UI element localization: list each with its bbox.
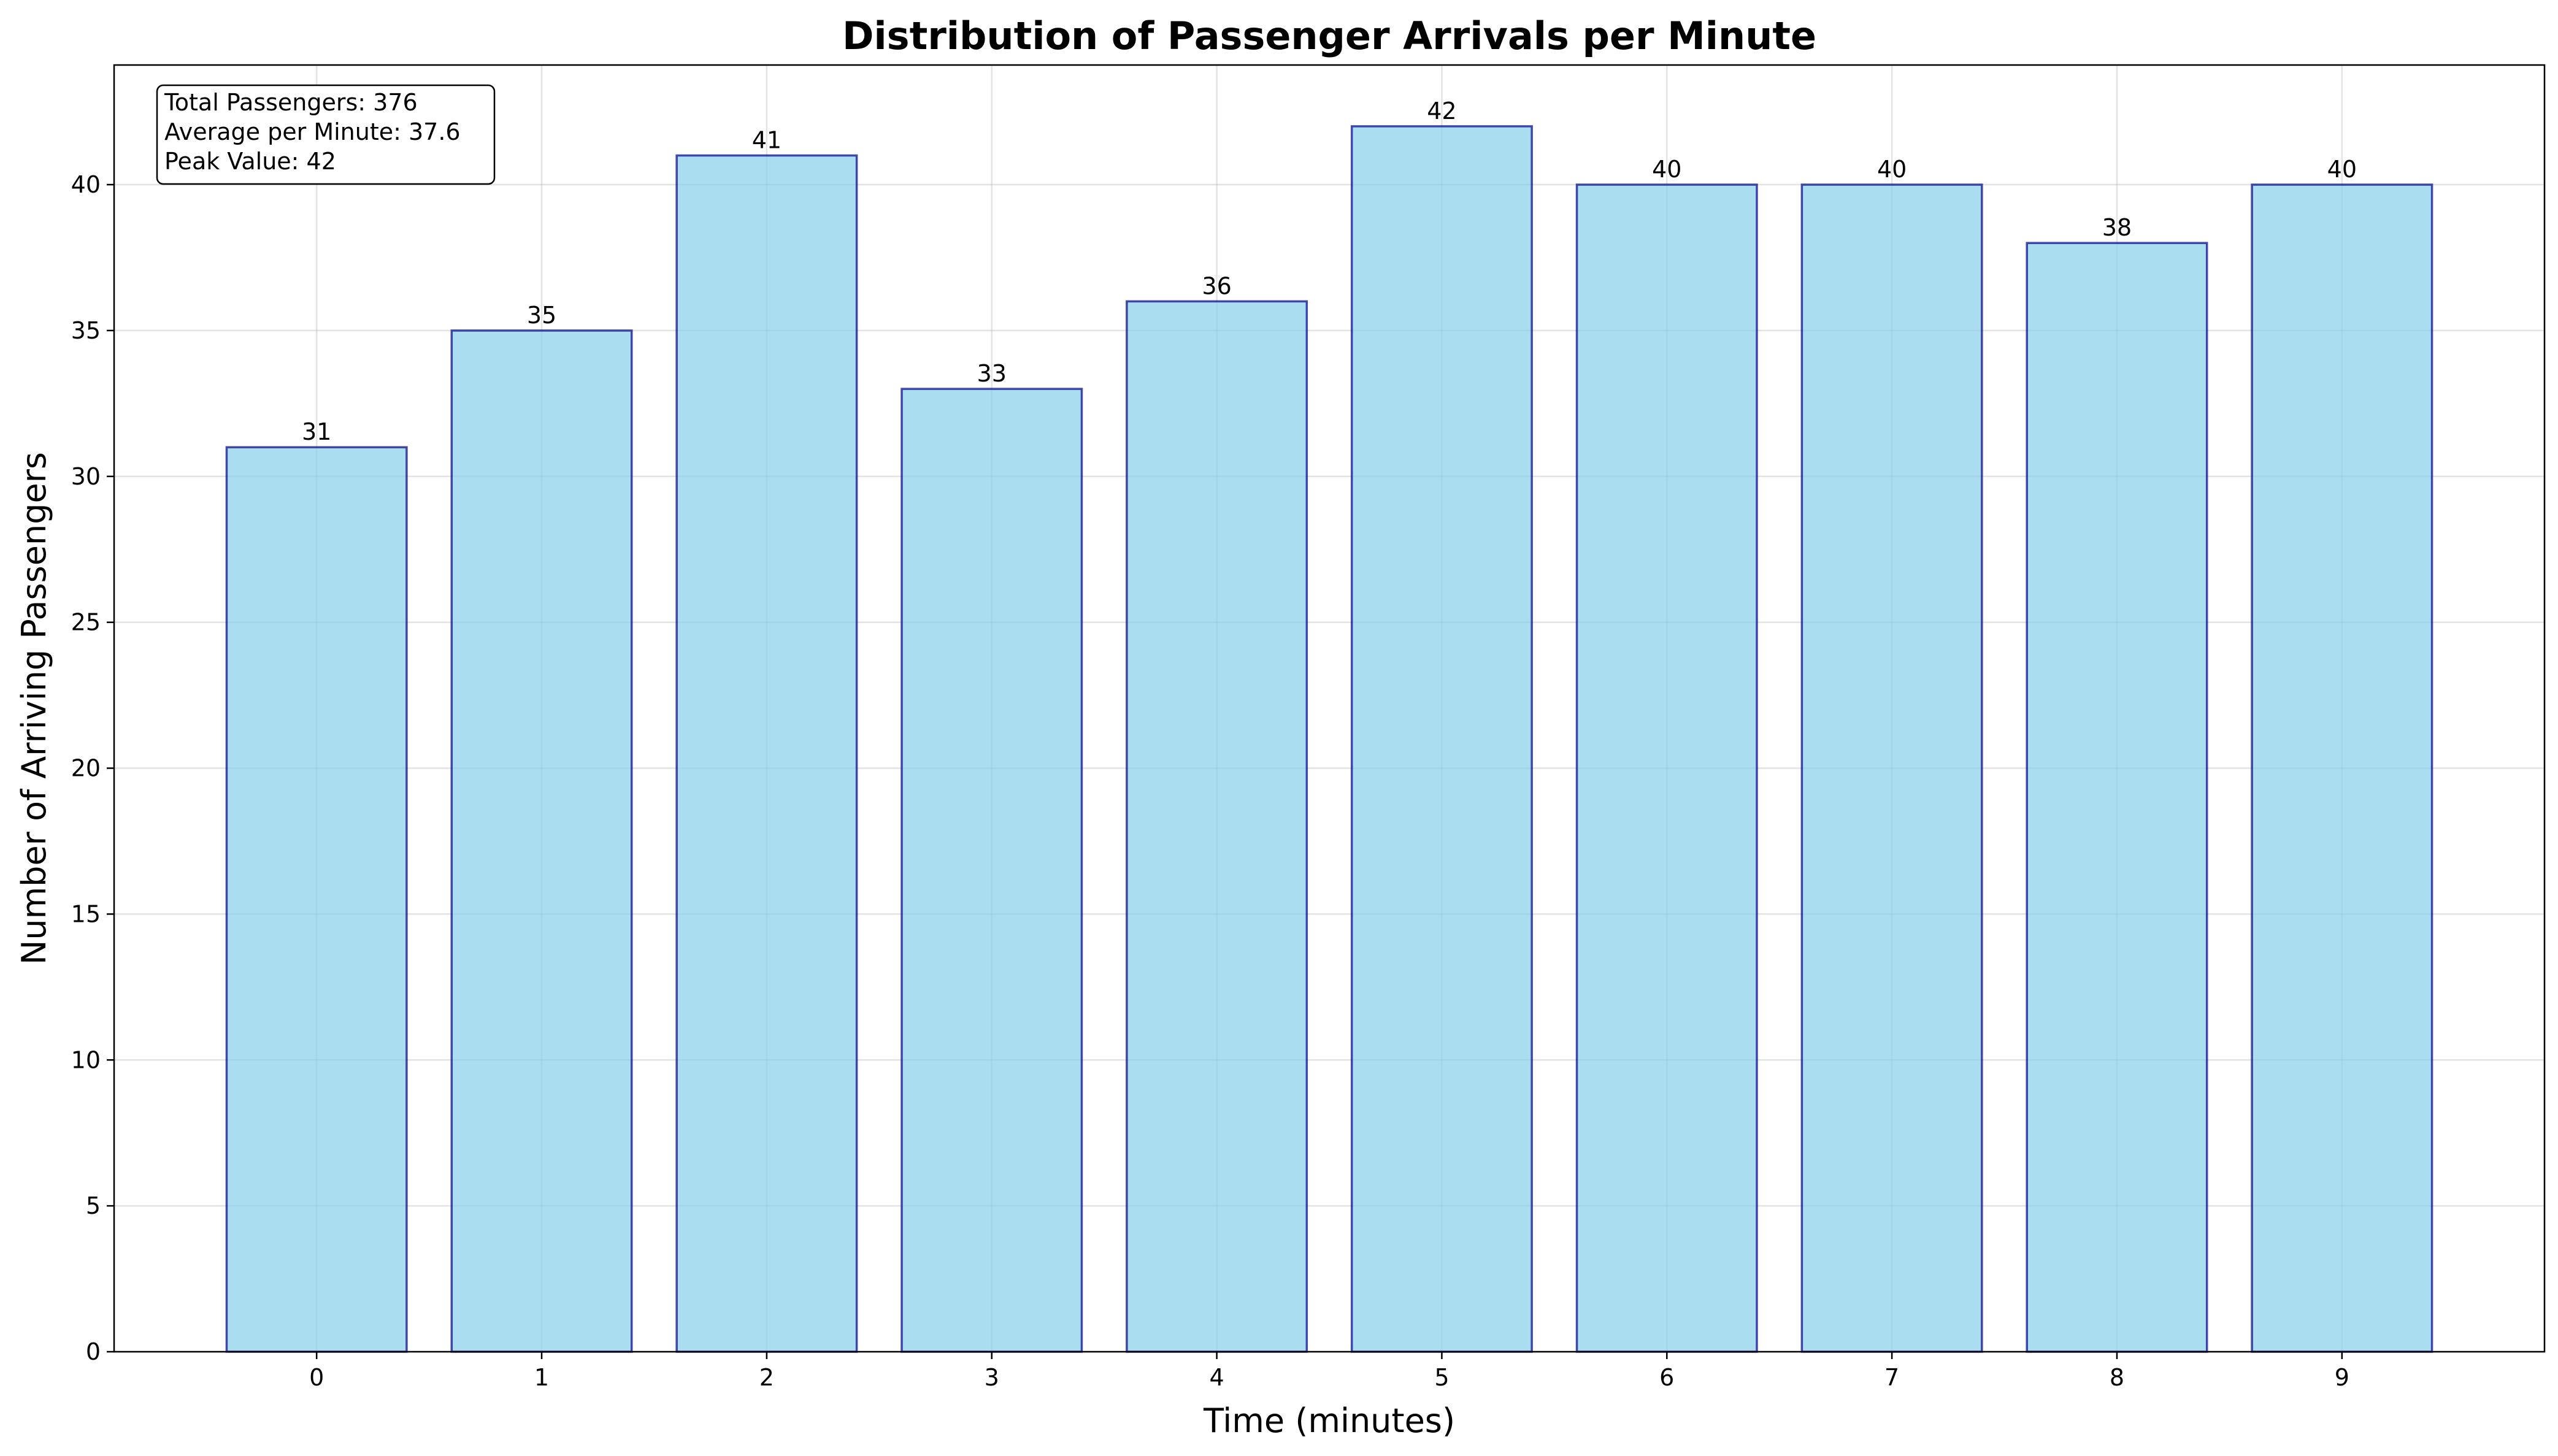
data-label-minute-4: 36 xyxy=(1202,272,1231,299)
x-tick-label: 1 xyxy=(534,1364,549,1391)
x-tick-label: 6 xyxy=(1659,1364,1674,1391)
data-labels: 31 35 41 33 36 42 40 40 38 40 xyxy=(302,98,2357,445)
bar-minute-6 xyxy=(1575,183,1758,1353)
x-tick-label: 5 xyxy=(1434,1364,1449,1391)
y-axis-label: Number of Arriving Passengers xyxy=(15,452,53,965)
x-axis-label: Time (minutes) xyxy=(1203,1401,1455,1440)
x-tick-label: 2 xyxy=(759,1364,774,1391)
y-tick-label: 40 xyxy=(71,171,101,198)
plot-frame xyxy=(113,64,2546,1353)
x-tick-label: 9 xyxy=(2335,1364,2349,1391)
stats-average-per-minute: Average per Minute: 37.6 xyxy=(164,118,461,145)
bar-minute-1 xyxy=(450,329,633,1353)
bar-minute-7 xyxy=(1800,183,1983,1353)
stats-annotation: Total Passengers: 376 Average per Minute… xyxy=(156,84,496,185)
bars xyxy=(225,125,2433,1353)
data-label-minute-8: 38 xyxy=(2102,214,2132,241)
bar-minute-5 xyxy=(1350,125,1533,1353)
bar-minute-4 xyxy=(1126,300,1308,1353)
chart-title: Distribution of Passenger Arrivals per M… xyxy=(842,13,1816,58)
data-label-minute-6: 40 xyxy=(1652,156,1681,183)
stats-peak-value: Peak Value: 42 xyxy=(164,148,336,175)
y-tick-label: 35 xyxy=(71,317,101,344)
y-tick-label: 0 xyxy=(86,1338,101,1365)
x-tick-label: 7 xyxy=(1884,1364,1899,1391)
y-tick-label: 5 xyxy=(86,1192,101,1219)
bar-minute-9 xyxy=(2251,183,2433,1353)
bar-minute-8 xyxy=(2026,242,2208,1353)
data-label-minute-9: 40 xyxy=(2327,156,2357,183)
y-tick-label: 25 xyxy=(71,609,101,636)
data-label-minute-5: 42 xyxy=(1427,98,1456,125)
y-tick-label: 10 xyxy=(71,1046,101,1073)
y-tick-label: 30 xyxy=(71,463,101,490)
y-tick-label: 15 xyxy=(71,900,101,927)
x-tick-label: 8 xyxy=(2110,1364,2124,1391)
bar-minute-3 xyxy=(901,388,1083,1353)
data-label-minute-1: 35 xyxy=(527,302,556,329)
bar-minute-2 xyxy=(675,154,858,1353)
data-label-minute-3: 33 xyxy=(977,360,1007,387)
stats-annotation-box xyxy=(156,84,496,185)
x-axis-ticks: 0 1 2 3 4 5 6 7 8 9 xyxy=(309,1352,2349,1391)
x-tick-label: 3 xyxy=(985,1364,999,1391)
x-tick-label: 4 xyxy=(1209,1364,1224,1391)
y-axis-ticks: 0 5 10 15 20 25 30 35 40 xyxy=(71,171,114,1365)
data-label-minute-7: 40 xyxy=(1877,156,1907,183)
data-label-minute-0: 31 xyxy=(302,418,331,445)
data-label-minute-2: 41 xyxy=(752,126,782,153)
stats-total-passengers: Total Passengers: 376 xyxy=(164,89,418,116)
bar-minute-0 xyxy=(225,446,408,1353)
y-tick-label: 20 xyxy=(71,755,101,782)
x-tick-label: 0 xyxy=(309,1364,324,1391)
